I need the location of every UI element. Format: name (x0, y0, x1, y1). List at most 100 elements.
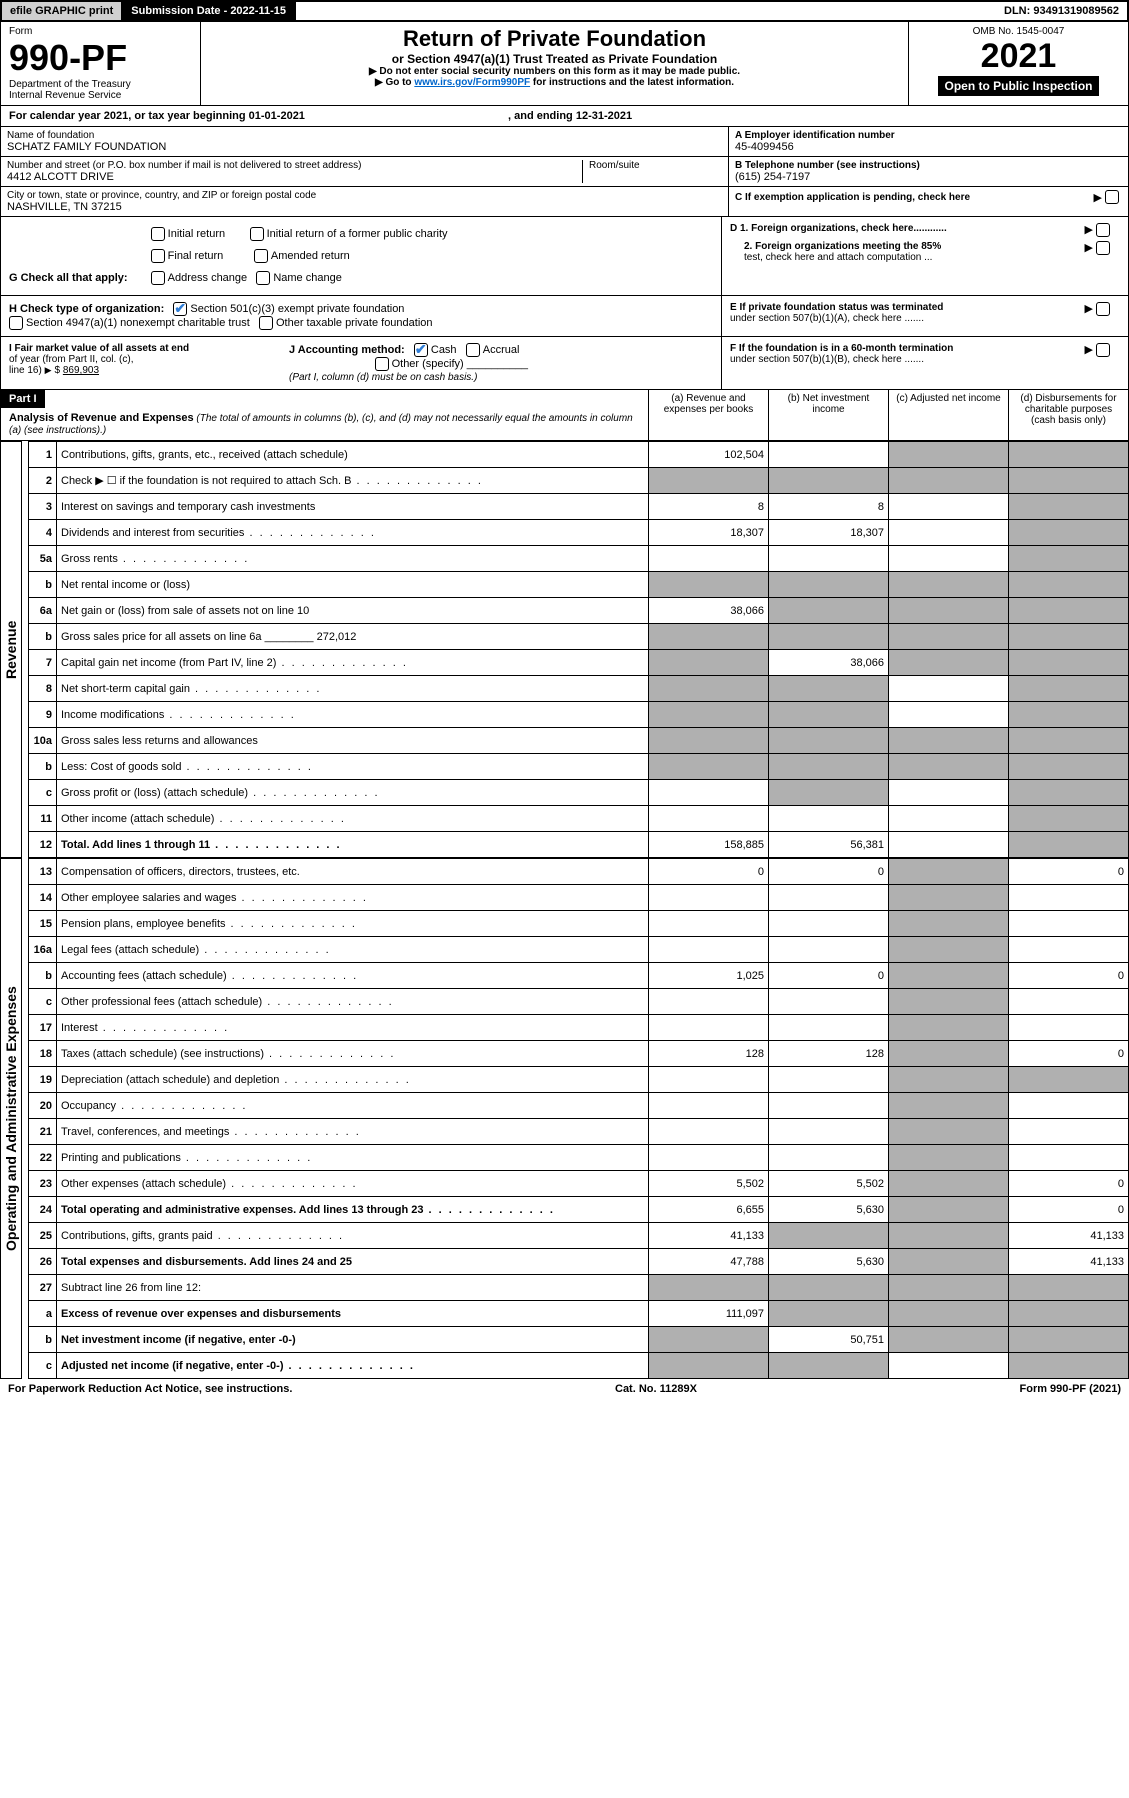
table-row: cOther professional fees (attach schedul… (29, 989, 1129, 1015)
f1-label: F If the foundation is in a 60-month ter… (730, 343, 953, 354)
arrow-icon (45, 365, 55, 376)
info-left: Name of foundation SCHATZ FAMILY FOUNDAT… (1, 127, 728, 216)
table-row: 8Net short-term capital gain (29, 676, 1129, 702)
table-row: 23Other expenses (attach schedule)5,5025… (29, 1171, 1129, 1197)
footer-row: For Paperwork Reduction Act Notice, see … (0, 1379, 1129, 1399)
exemption-block: C If exemption application is pending, c… (729, 187, 1128, 207)
cal-begin: 01-01-2021 (249, 110, 305, 122)
omb-label: OMB No. 1545-0047 (913, 26, 1124, 37)
arrow-icon: ▶ (1093, 191, 1101, 204)
efile-label: efile GRAPHIC print (2, 2, 123, 20)
addr-label: Number and street (or P.O. box number if… (7, 160, 582, 171)
revenue-side-label: Revenue (0, 441, 22, 858)
table-row: 7Capital gain net income (from Part IV, … (29, 650, 1129, 676)
table-row: 11Other income (attach schedule) (29, 806, 1129, 832)
col-c-head: (c) Adjusted net income (888, 390, 1008, 440)
table-row: bNet investment income (if negative, ent… (29, 1327, 1129, 1353)
expenses-table: 13Compensation of officers, directors, t… (28, 858, 1129, 1379)
exemption-checkbox[interactable] (1105, 190, 1119, 204)
g-check-final[interactable] (151, 249, 165, 263)
i-value: 869,903 (63, 365, 99, 376)
irs-label: Internal Revenue Service (9, 90, 192, 101)
name-label: Name of foundation (7, 130, 722, 141)
table-row: 6aNet gain or (loss) from sale of assets… (29, 598, 1129, 624)
tax-year: 2021 (913, 37, 1124, 76)
g-check-address[interactable] (151, 271, 165, 285)
f-block: F If the foundation is in a 60-month ter… (721, 337, 1121, 389)
form-subtitle: or Section 4947(a)(1) Trust Treated as P… (205, 52, 904, 66)
d1-label: D 1. Foreign organizations, check here..… (730, 223, 1084, 237)
d1-checkbox[interactable] (1096, 223, 1110, 237)
g-label: G Check all that apply: (9, 272, 128, 284)
revenue-section: Revenue 1Contributions, gifts, grants, e… (0, 441, 1129, 858)
h-check-501c3[interactable] (173, 302, 187, 316)
f-checkbox[interactable] (1096, 343, 1110, 357)
ij-block: I Fair market value of all assets at end… (1, 337, 721, 389)
j-note: (Part I, column (d) must be on cash basi… (289, 372, 477, 383)
table-row: bLess: Cost of goods sold (29, 754, 1129, 780)
table-row: 17Interest (29, 1015, 1129, 1041)
city-value: NASHVILLE, TN 37215 (7, 201, 722, 213)
h-label: H Check type of organization: (9, 303, 164, 315)
form-link[interactable]: www.irs.gov/Form990PF (414, 77, 530, 88)
table-row: 19Depreciation (attach schedule) and dep… (29, 1067, 1129, 1093)
f2-label: under section 507(b)(1)(B), check here .… (730, 354, 924, 365)
section-ij-f: I Fair market value of all assets at end… (0, 337, 1129, 390)
e-checkbox[interactable] (1096, 302, 1110, 316)
table-row: 3Interest on savings and temporary cash … (29, 494, 1129, 520)
g-opt-4: Amended return (271, 250, 350, 262)
g-opt-1: Final return (168, 250, 224, 262)
dept-label: Department of the Treasury (9, 79, 192, 90)
form-title: Return of Private Foundation (205, 26, 904, 52)
table-row: 5aGross rents (29, 546, 1129, 572)
form-label: Form (9, 26, 192, 37)
table-row: 27Subtract line 26 from line 12: (29, 1275, 1129, 1301)
col-b-head: (b) Net investment income (768, 390, 888, 440)
j-check-other[interactable] (375, 357, 389, 371)
h-check-other[interactable] (259, 316, 273, 330)
footer-right: Form 990-PF (2021) (1020, 1383, 1121, 1395)
form-number: 990-PF (9, 37, 192, 79)
section-g-d: G Check all that apply: Initial return I… (0, 217, 1129, 296)
h-opt-3: Other taxable private foundation (276, 317, 433, 329)
g-check-initial[interactable] (151, 227, 165, 241)
phone-label: B Telephone number (see instructions) (735, 160, 1122, 171)
phone-block: B Telephone number (see instructions) (6… (729, 157, 1128, 187)
ein-value: 45-4099456 (735, 141, 1122, 153)
g-opt-2: Address change (168, 272, 248, 284)
j-check-cash[interactable] (414, 343, 428, 357)
table-row: 21Travel, conferences, and meetings (29, 1119, 1129, 1145)
table-row: 16aLegal fees (attach schedule) (29, 937, 1129, 963)
arrow-icon: ▶ (1084, 223, 1092, 237)
d2a-label: 2. Foreign organizations meeting the 85% (744, 241, 941, 252)
j-check-accrual[interactable] (466, 343, 480, 357)
g-check-former[interactable] (250, 227, 264, 241)
room-label: Room/suite (589, 160, 722, 171)
calendar-row: For calendar year 2021, or tax year begi… (0, 106, 1129, 127)
expenses-side-label: Operating and Administrative Expenses (0, 858, 22, 1379)
ein-block: A Employer identification number 45-4099… (729, 127, 1128, 157)
table-row: 13Compensation of officers, directors, t… (29, 859, 1129, 885)
info-right: A Employer identification number 45-4099… (728, 127, 1128, 216)
table-row: bNet rental income or (loss) (29, 572, 1129, 598)
col-a-head: (a) Revenue and expenses per books (648, 390, 768, 440)
table-row: 24Total operating and administrative exp… (29, 1197, 1129, 1223)
e2-label: under section 507(b)(1)(A), check here .… (730, 313, 924, 324)
e-block: E If private foundation status was termi… (721, 296, 1121, 336)
j-accrual: Accrual (483, 344, 520, 356)
note1: ▶ Do not enter social security numbers o… (205, 66, 904, 77)
addr-block: Number and street (or P.O. box number if… (1, 157, 728, 187)
h-check-4947[interactable] (9, 316, 23, 330)
phone-value: (615) 254-7197 (735, 171, 1122, 183)
table-row: cGross profit or (loss) (attach schedule… (29, 780, 1129, 806)
g-check-name[interactable] (256, 271, 270, 285)
j-cash: Cash (431, 344, 457, 356)
city-block: City or town, state or province, country… (1, 187, 728, 216)
part1-tag: Part I (1, 390, 45, 408)
d2-checkbox[interactable] (1096, 241, 1110, 255)
d-block: D 1. Foreign organizations, check here..… (721, 217, 1121, 295)
name-block: Name of foundation SCHATZ FAMILY FOUNDAT… (1, 127, 728, 157)
g-check-amended[interactable] (254, 249, 268, 263)
header-row: Form 990-PF Department of the Treasury I… (0, 22, 1129, 106)
h-block: H Check type of organization: Section 50… (1, 296, 721, 336)
